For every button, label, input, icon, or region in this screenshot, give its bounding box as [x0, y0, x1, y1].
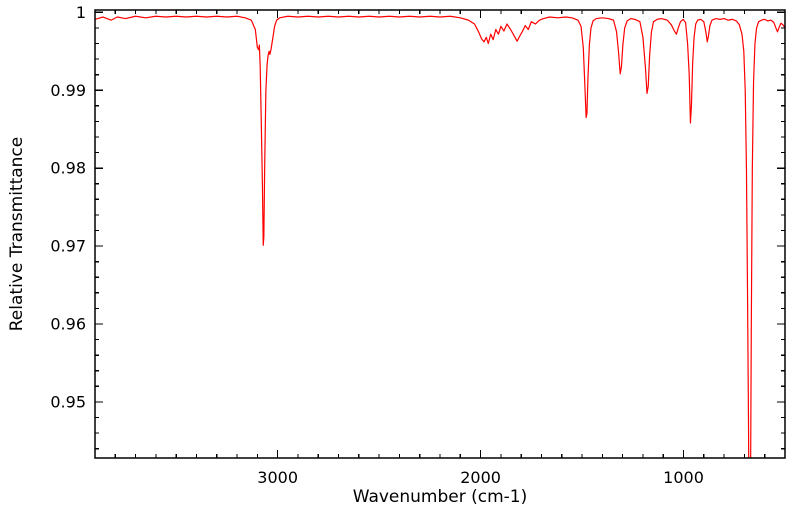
y-tick-label: 1: [76, 3, 86, 22]
y-tick-label: 0.99: [50, 81, 86, 100]
x-tick-label: 3000: [257, 468, 298, 487]
y-tick-label: 0.95: [50, 392, 86, 411]
y-tick-label: 0.97: [50, 237, 86, 256]
x-tick-label: 2000: [460, 468, 501, 487]
plot-frame: [94, 9, 786, 459]
x-axis-title: Wavenumber (cm-1): [353, 487, 528, 507]
y-axis-title: Relative Transmittance: [7, 137, 27, 332]
axis-minor-ticks: [94, 10, 786, 458]
spectrum-line-group: [95, 15, 785, 458]
spectrum-line: [95, 15, 785, 458]
y-tick-label: 0.96: [50, 314, 86, 333]
axis-major-ticks: [95, 10, 785, 458]
axis-tick-labels: 3000 2000 1000 0.95 0.96 0.97 0.98 0.99 1: [50, 3, 704, 487]
x-tick-label: 1000: [663, 468, 704, 487]
y-tick-label: 0.98: [50, 159, 86, 178]
